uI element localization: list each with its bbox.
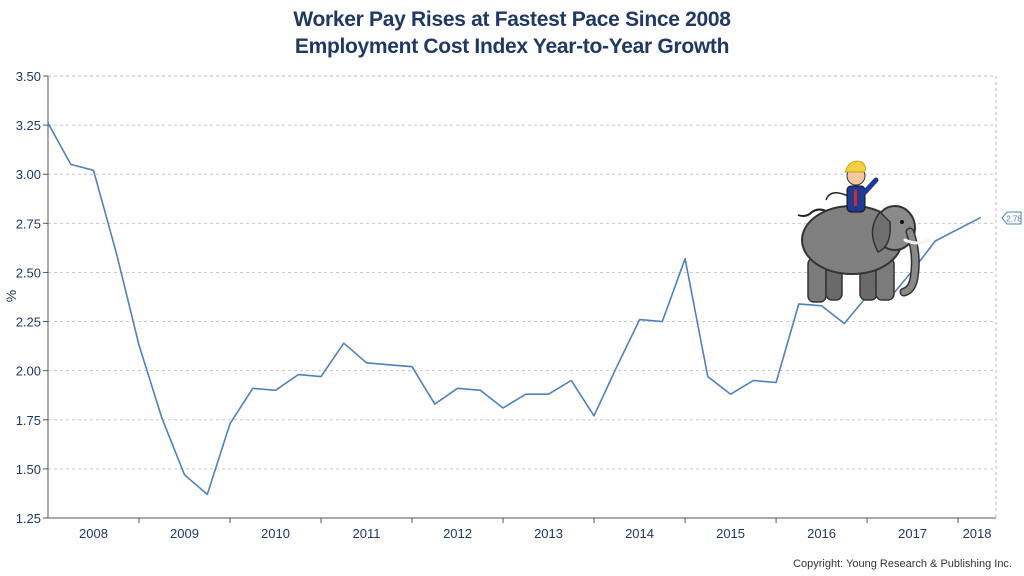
x-tick-label: 2009 [170, 526, 199, 541]
y-tick-label: 1.50 [16, 462, 41, 477]
x-tick-label: 2011 [353, 526, 381, 541]
last-value-label: 2.78 [1001, 211, 1022, 225]
x-tick-label: 2016 [807, 526, 836, 541]
chart-subtitle: Employment Cost Index Year-to-Year Growt… [294, 35, 730, 58]
y-tick-label: 2.25 [16, 315, 41, 330]
elephant-rider-cartoon [797, 160, 930, 303]
y-tick-label: 2.00 [16, 364, 41, 379]
y-tick-label: 1.75 [16, 413, 41, 428]
x-tick-label: 2008 [79, 526, 108, 541]
x-tick-labels: 2008 2009 2010 2011 2012 2013 2014 2015 2016 2017… [79, 526, 991, 541]
gridlines [48, 75, 997, 519]
x-tick-label: 2013 [534, 526, 563, 541]
y-tick-label: 3.00 [16, 167, 41, 182]
last-value-text: 2.78 [1006, 215, 1022, 224]
x-tick-label: 2014 [625, 526, 654, 541]
y-axis-label: % [3, 290, 19, 302]
copyright-text: Copyright: Young Research & Publishing I… [793, 558, 1012, 570]
x-tick-label: 2017 [898, 526, 927, 541]
x-tick-label: 2010 [261, 526, 290, 541]
y-tick-label: 3.50 [16, 69, 41, 84]
y-tick-label: 2.75 [16, 216, 41, 231]
x-tick-label: 2018 [963, 526, 992, 541]
series [47, 122, 982, 496]
y-tick-label: 3.25 [16, 118, 41, 133]
x-tick-label: 2015 [716, 526, 745, 541]
axes [43, 75, 996, 523]
y-tick-labels: 1.25 1.50 1.75 2.00 2.25 2.50 2.75 3.00 3.25 3.50 [16, 69, 41, 526]
y-tick-label: 2.50 [16, 265, 41, 280]
y-tick-label: 1.25 [16, 511, 41, 526]
x-tick-label: 2012 [443, 526, 472, 541]
series-line [47, 122, 982, 496]
chart-title: Worker Pay Rises at Fastest Pace Since 2… [293, 8, 731, 31]
